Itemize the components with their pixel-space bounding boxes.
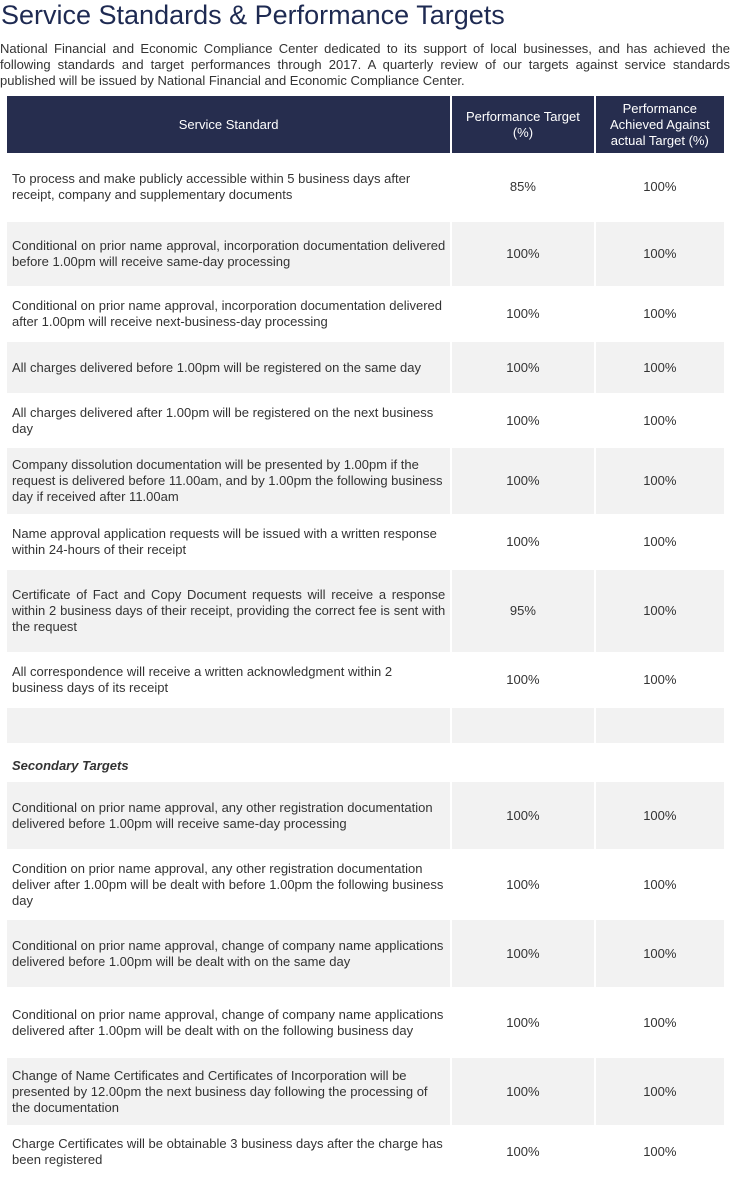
standard-cell: To process and make publicly accessible … [7, 154, 451, 222]
achieved-cell: 100% [595, 654, 724, 708]
table-row: Certificate of Fact and Copy Document re… [7, 570, 724, 654]
achieved-cell: 100% [595, 782, 724, 851]
table-row: Name approval application requests will … [7, 516, 724, 570]
table-row: Conditional on prior name approval, inco… [7, 222, 724, 288]
achieved-cell: 100% [595, 1127, 724, 1179]
achieved-cell: 100% [595, 1058, 724, 1127]
target-cell: 100% [452, 851, 594, 920]
empty-cell [595, 708, 724, 745]
standard-cell: Condition on prior name approval, any ot… [7, 851, 451, 920]
achieved-cell: 100% [595, 342, 724, 395]
table-row: Condition on prior name approval, any ot… [7, 851, 724, 920]
standard-cell: Company dissolution documentation will b… [7, 448, 451, 516]
target-cell: 100% [452, 920, 594, 989]
standard-cell: Conditional on prior name approval, chan… [7, 989, 451, 1058]
achieved-cell: 100% [595, 516, 724, 570]
header-performance-target: Performance Target (%) [452, 96, 594, 154]
standard-cell: All charges delivered before 1.00pm will… [7, 342, 451, 395]
target-cell: 100% [452, 395, 594, 448]
achieved-cell: 100% [595, 222, 724, 288]
table-row: To process and make publicly accessible … [7, 154, 724, 222]
achieved-cell: 100% [595, 395, 724, 448]
target-cell: 100% [452, 516, 594, 570]
table-row: All charges delivered before 1.00pm will… [7, 342, 724, 395]
table-header-row: Service Standard Performance Target (%) … [7, 96, 724, 154]
standard-cell: All charges delivered after 1.00pm will … [7, 395, 451, 448]
page-title: Service Standards & Performance Targets [1, 0, 505, 30]
achieved-cell: 100% [595, 154, 724, 222]
empty-row [7, 708, 724, 745]
standard-cell: All correspondence will receive a writte… [7, 654, 451, 708]
target-cell: 100% [452, 1127, 594, 1179]
achieved-cell: 100% [595, 851, 724, 920]
intro-paragraph: National Financial and Economic Complian… [0, 41, 730, 88]
header-service-standard: Service Standard [7, 96, 451, 154]
target-cell: 85% [452, 154, 594, 222]
target-cell: 100% [452, 448, 594, 516]
secondary-targets-heading: Secondary Targets [7, 745, 724, 782]
table-row: All correspondence will receive a writte… [7, 654, 724, 708]
empty-cell [7, 708, 451, 745]
table-row: Conditional on prior name approval, chan… [7, 920, 724, 989]
standard-cell: Change of Name Certificates and Certific… [7, 1058, 451, 1127]
empty-cell [452, 708, 594, 745]
achieved-cell: 100% [595, 920, 724, 989]
standard-cell: Name approval application requests will … [7, 516, 451, 570]
target-cell: 100% [452, 288, 594, 342]
target-cell: 100% [452, 989, 594, 1058]
table-row: Change of Name Certificates and Certific… [7, 1058, 724, 1127]
achieved-cell: 100% [595, 989, 724, 1058]
target-cell: 100% [452, 654, 594, 708]
standard-cell: Charge Certificates will be obtainable 3… [7, 1127, 451, 1179]
standard-cell: Conditional on prior name approval, any … [7, 782, 451, 851]
target-cell: 95% [452, 570, 594, 654]
standard-cell: Certificate of Fact and Copy Document re… [7, 570, 451, 654]
target-cell: 100% [452, 782, 594, 851]
service-standards-table: Service Standard Performance Target (%) … [5, 96, 726, 1179]
achieved-cell: 100% [595, 570, 724, 654]
table-row: Conditional on prior name approval, inco… [7, 288, 724, 342]
standard-cell: Conditional on prior name approval, chan… [7, 920, 451, 989]
target-cell: 100% [452, 342, 594, 395]
table-row: All charges delivered after 1.00pm will … [7, 395, 724, 448]
header-performance-achieved: Performance Achieved Against actual Targ… [595, 96, 724, 154]
table-row: Conditional on prior name approval, any … [7, 782, 724, 851]
table-row: Conditional on prior name approval, chan… [7, 989, 724, 1058]
achieved-cell: 100% [595, 448, 724, 516]
target-cell: 100% [452, 1058, 594, 1127]
table-row: Company dissolution documentation will b… [7, 448, 724, 516]
target-cell: 100% [452, 222, 594, 288]
section-heading-row: Secondary Targets [7, 745, 724, 782]
standard-cell: Conditional on prior name approval, inco… [7, 222, 451, 288]
table-row: Charge Certificates will be obtainable 3… [7, 1127, 724, 1179]
achieved-cell: 100% [595, 288, 724, 342]
standard-cell: Conditional on prior name approval, inco… [7, 288, 451, 342]
